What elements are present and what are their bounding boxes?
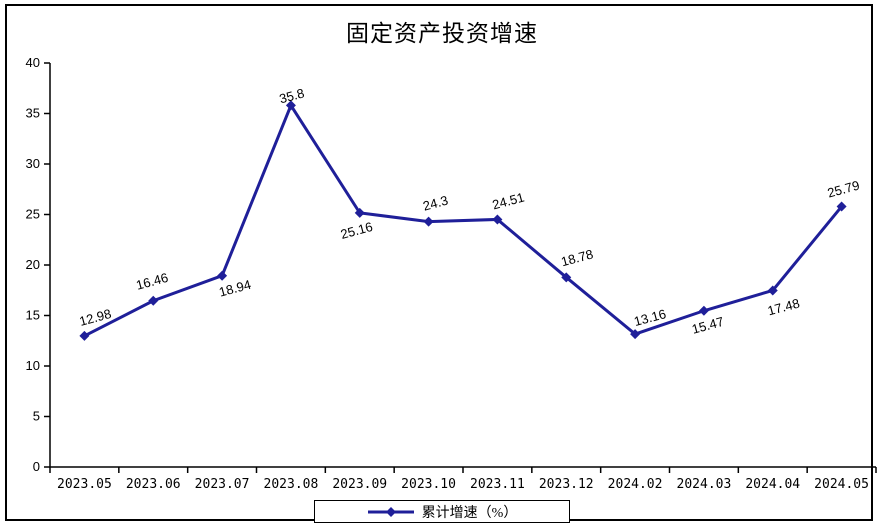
data-label: 24.3 [421,193,449,214]
x-tick-label: 2023.05 [57,477,112,492]
data-label: 15.47 [690,314,725,337]
data-point [836,201,847,212]
data-point [698,305,709,316]
x-tick-label: 2024.04 [745,477,800,492]
data-label: 25.16 [339,219,374,242]
data-point [217,270,228,281]
x-tick-label: 2024.05 [814,477,869,492]
y-tick-label: 40 [26,55,40,70]
y-tick-label: 30 [26,156,40,171]
data-point [285,100,296,111]
data-point [79,330,90,341]
chart-outer-border [5,4,873,521]
data-point [354,207,365,218]
data-label: 25.79 [826,178,861,201]
y-tick-label: 20 [26,257,40,272]
x-tick-label: 2024.03 [677,477,732,492]
data-point [423,216,434,227]
y-tick-label: 10 [26,358,40,373]
data-point [561,272,572,283]
x-tick-label: 2023.07 [195,477,250,492]
data-label: 17.48 [766,296,801,319]
x-tick-label: 2023.06 [126,477,181,492]
data-point [630,329,641,340]
data-point [492,214,503,225]
axis-lines [49,63,876,468]
legend: 累计增速（%） [314,500,570,523]
y-tick-label: 5 [33,409,40,424]
x-tick-label: 2023.09 [332,477,387,492]
data-label: 16.46 [134,270,169,293]
x-tick-label: 2023.12 [539,477,594,492]
chart-title: 固定资产投资增速 [346,21,538,46]
data-point [148,295,159,306]
x-tick-label: 2023.11 [470,477,525,492]
data-label: 24.51 [491,190,526,213]
data-label: 18.78 [559,246,594,269]
data-point [767,285,778,296]
y-tick-label: 0 [33,459,40,474]
data-label: 18.94 [217,277,252,300]
legend-series-label: 累计增速（%） [421,505,518,521]
x-tick-label: 2023.08 [264,477,319,492]
x-tick-label: 2024.02 [608,477,663,492]
data-label: 35.8 [278,85,306,106]
y-tick-label: 15 [26,308,40,323]
x-tick-label: 2023.10 [401,477,456,492]
legend-line-marker-icon [367,506,414,517]
y-tick-label: 35 [26,106,40,121]
y-tick-label: 25 [26,207,40,222]
series-line [83,102,843,338]
